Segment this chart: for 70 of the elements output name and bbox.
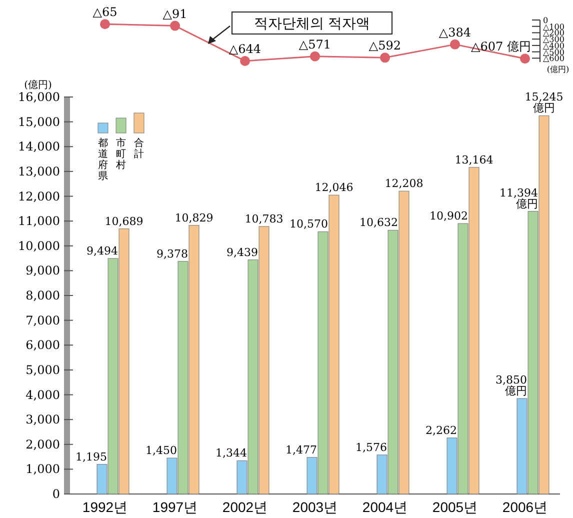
text: (億円) <box>546 65 570 74</box>
y-tick-label: 12,000 <box>18 189 60 204</box>
y-tick-label: 0 <box>543 16 548 25</box>
x-tick-label: 2005년 <box>432 499 478 515</box>
data-label: 12,208 <box>384 177 424 190</box>
data-label: 1,477 <box>286 443 317 456</box>
y-tick-label: 5,000 <box>26 362 60 377</box>
x-tick-label: 2006년 <box>502 499 548 515</box>
y-tick-label: 10,000 <box>18 238 60 253</box>
data-label: 12,046 <box>314 181 354 194</box>
data-label: 1,450 <box>146 444 177 458</box>
data-label: △65 <box>92 5 118 20</box>
data-label: △571 <box>298 37 332 52</box>
point <box>170 20 180 31</box>
point <box>450 39 460 50</box>
data-label: 10,632 <box>360 216 398 230</box>
data-label: 10,570 <box>290 218 328 231</box>
data-label: 11,394 億円 <box>500 186 538 210</box>
data-label: 1,344 <box>216 446 247 460</box>
data-label: 10,689 <box>104 214 144 228</box>
point <box>380 52 390 63</box>
point <box>100 19 110 30</box>
legend-label: 市町村 <box>115 137 126 171</box>
legend-label: 都道府県 <box>98 137 108 182</box>
y-tick-label: 0 <box>52 487 60 501</box>
y-tick-label: △500 <box>543 48 564 57</box>
y-tick-label: 13,000 <box>18 164 60 178</box>
data-label: 10,783 <box>244 212 284 226</box>
data-label: 9,494 <box>86 244 118 258</box>
y-tick-label: 15,000 <box>18 114 60 129</box>
annotation: 적자단체의 적자액 <box>254 15 370 31</box>
y-tick-label: 11,000 <box>18 214 60 228</box>
data-label: 2,262 <box>426 424 457 437</box>
y-tick-label: 4,000 <box>26 388 60 402</box>
data-label: △592 <box>368 38 402 53</box>
y-tick-label: 9,000 <box>26 264 60 278</box>
data-label: 13,164 <box>454 153 494 166</box>
x-tick-label: 2004년 <box>362 499 408 515</box>
data-label: 10,902 <box>430 209 468 222</box>
data-label: △607 億円 <box>471 40 531 54</box>
data-label: 9,378 <box>156 247 188 260</box>
x-tick-label: 1992년 <box>82 499 128 515</box>
data-label: △644 <box>228 42 262 56</box>
data-label: 15,245 億円 <box>524 90 564 115</box>
y-axis-title: (億円) <box>24 79 52 91</box>
y-tick-label: △100 <box>543 22 564 32</box>
data-label: △384 <box>438 25 472 40</box>
legend-label: 合計 <box>134 137 144 160</box>
data-label: 10,829 <box>174 211 214 224</box>
x-tick-label: 2003년 <box>292 499 338 515</box>
y-tick-label: 7,000 <box>26 313 60 328</box>
y-tick-label: 16,000 <box>18 90 60 104</box>
y-tick-label: 1,000 <box>26 462 60 476</box>
data-label: 1,195 <box>76 450 107 464</box>
point <box>240 56 250 66</box>
data-label: 9,439 <box>226 246 258 259</box>
x-tick-label: 1997년 <box>152 499 198 515</box>
y-tick-label: △200 <box>543 28 564 38</box>
data-label: 3,850 億円 <box>496 373 527 398</box>
y-tick-label: △600 <box>543 54 564 64</box>
y-tick-label: 14,000 <box>18 140 60 154</box>
y-tick-label: 2,000 <box>26 437 60 452</box>
data-label: △91 <box>162 6 188 21</box>
y-tick-label: 6,000 <box>26 338 60 352</box>
y-tick-label: 8,000 <box>26 288 60 302</box>
point <box>310 51 320 62</box>
x-tick-label: 2002년 <box>222 499 268 515</box>
data-label: 1,576 <box>356 440 387 454</box>
point <box>520 54 530 64</box>
y-tick-label: 3,000 <box>26 412 60 427</box>
